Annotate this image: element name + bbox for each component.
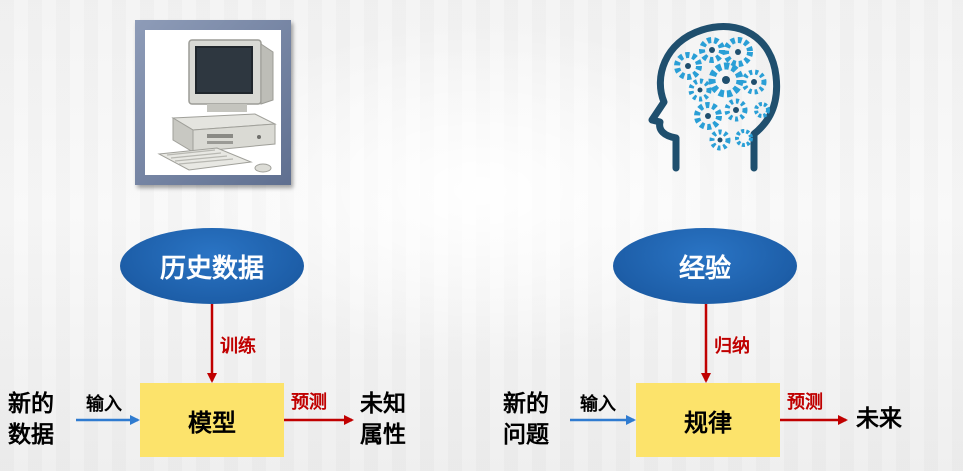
unknown-attribute-line2: 属性 [360, 422, 406, 448]
new-data-line2: 数据 [8, 422, 54, 448]
historical-data-node: 历史数据 [120, 228, 304, 304]
new-problem-line2: 问题 [503, 422, 549, 448]
experience-node: 经验 [613, 228, 797, 304]
train-label: 训练 [220, 336, 256, 357]
rule-label: 规律 [684, 408, 732, 437]
historical-data-label: 历史数据 [159, 253, 264, 284]
induce-label: 归纳 [714, 336, 750, 357]
left-input-label: 输入 [86, 394, 122, 415]
model-node: 模型 [140, 383, 284, 457]
unknown-attribute-text: 未知 属性 [360, 389, 406, 451]
new-problem-line1: 新的 [503, 391, 549, 417]
model-label: 模型 [188, 408, 236, 437]
desktop-computer-icon [157, 39, 277, 173]
right-input-label: 输入 [580, 394, 616, 415]
rule-node: 规律 [636, 383, 780, 457]
new-problem-text: 新的 问题 [503, 389, 549, 451]
brain-gears-head-icon [648, 23, 781, 172]
new-data-line1: 新的 [8, 391, 54, 417]
left-predict-label: 预测 [291, 392, 327, 413]
computer-image-frame [135, 20, 291, 185]
experience-label: 经验 [678, 253, 731, 284]
new-data-text: 新的 数据 [8, 389, 54, 451]
unknown-attribute-line1: 未知 [360, 391, 406, 417]
future-text: 未来 [856, 406, 902, 432]
right-predict-label: 预测 [787, 392, 823, 413]
